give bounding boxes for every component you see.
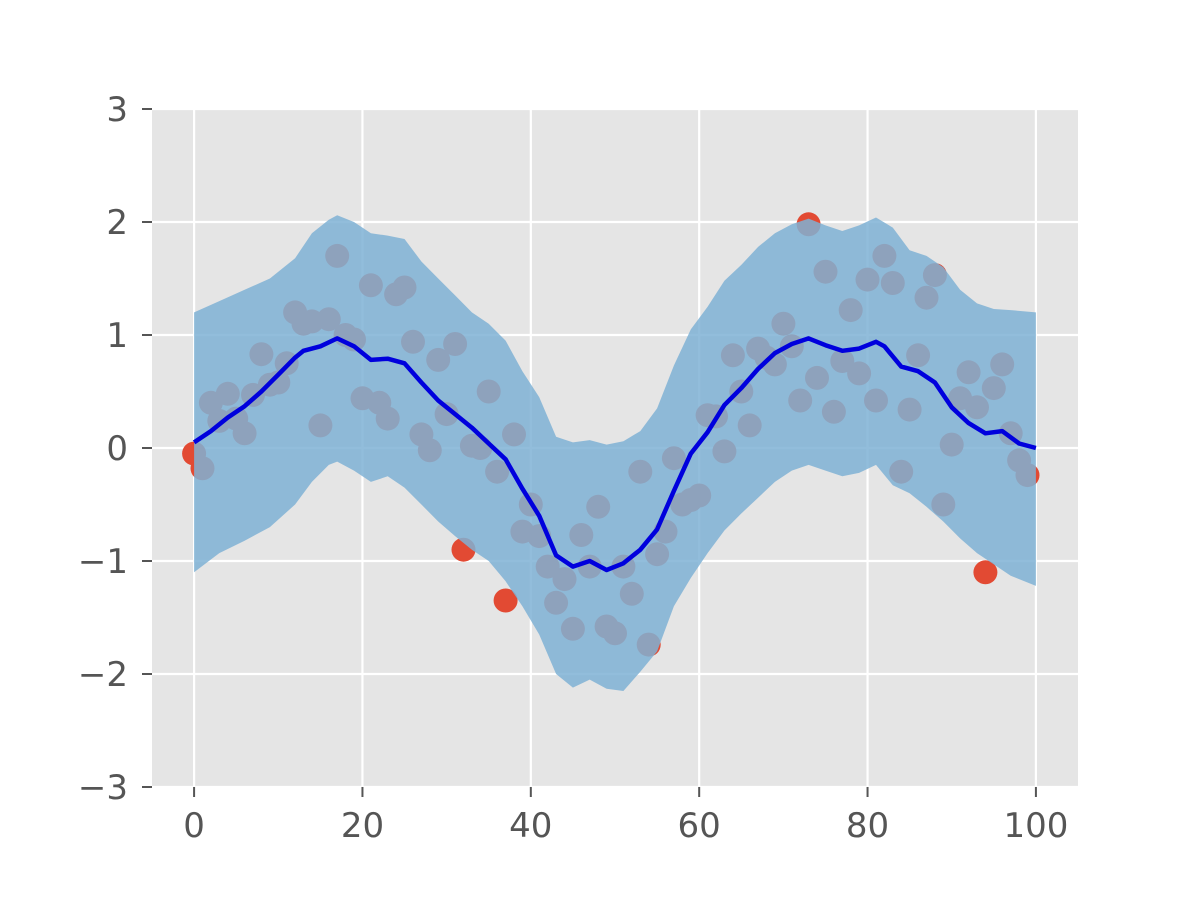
data-point — [973, 560, 998, 585]
y-tick-label: −2 — [78, 655, 128, 695]
y-axis: −3 −2 −1 0 1 2 3 — [78, 90, 152, 808]
y-tick-label: 3 — [106, 90, 128, 130]
y-tick-label: 1 — [106, 316, 128, 356]
x-tick-label: 80 — [846, 806, 889, 846]
y-tick-label: 0 — [106, 429, 128, 469]
y-tick-label: 2 — [106, 203, 128, 243]
data-point — [493, 588, 518, 613]
x-tick-label: 20 — [341, 806, 384, 846]
x-tick-label: 0 — [183, 806, 205, 846]
x-axis: 0 20 40 60 80 100 — [183, 787, 1068, 846]
confidence-band — [194, 215, 1036, 691]
y-tick-label: −3 — [78, 768, 128, 808]
mean-line — [192, 336, 1037, 573]
y-tick-label: −1 — [78, 542, 128, 582]
x-tick-label: 100 — [1003, 806, 1068, 846]
x-tick-label: 60 — [678, 806, 721, 846]
x-tick-label: 40 — [509, 806, 552, 846]
